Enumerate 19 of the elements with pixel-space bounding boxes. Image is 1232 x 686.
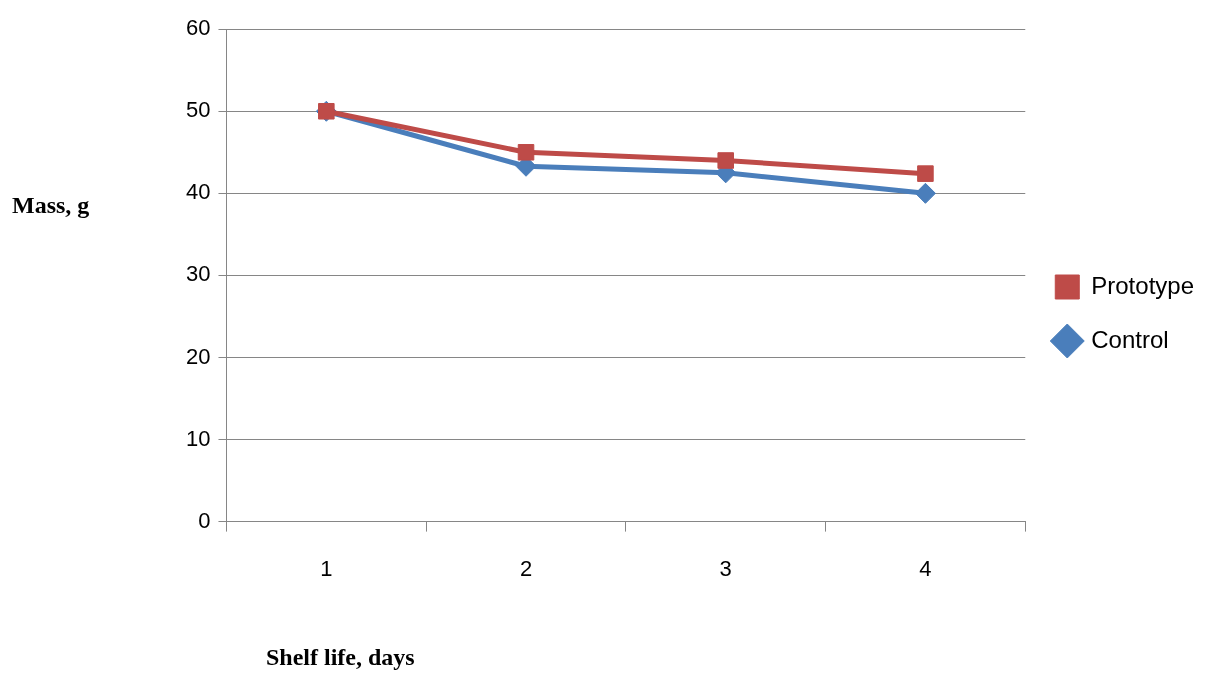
point	[517, 144, 535, 161]
y-tick-label: 30	[185, 261, 211, 287]
x-tick-label: 2	[519, 555, 533, 581]
y-tick-label: 60	[185, 15, 211, 41]
y-tick-label: 20	[185, 343, 211, 369]
y-tick-label: 10	[185, 425, 211, 451]
y-axis-title: Mass, g	[12, 192, 90, 219]
legend-label: Prototype	[1091, 271, 1195, 299]
y-tick-label: 40	[185, 179, 211, 205]
x-axis-title: Shelf life, days	[266, 644, 415, 671]
point	[917, 165, 934, 182]
x-tick-label: 3	[719, 555, 732, 581]
x-tick-label: 4	[919, 555, 932, 581]
y-tick-label: 50	[185, 97, 211, 123]
point	[914, 182, 936, 204]
point	[717, 152, 734, 169]
x-tick-label: 1	[320, 555, 333, 581]
legend-label: Control	[1091, 325, 1169, 353]
y-tick-label: 0	[198, 507, 211, 533]
